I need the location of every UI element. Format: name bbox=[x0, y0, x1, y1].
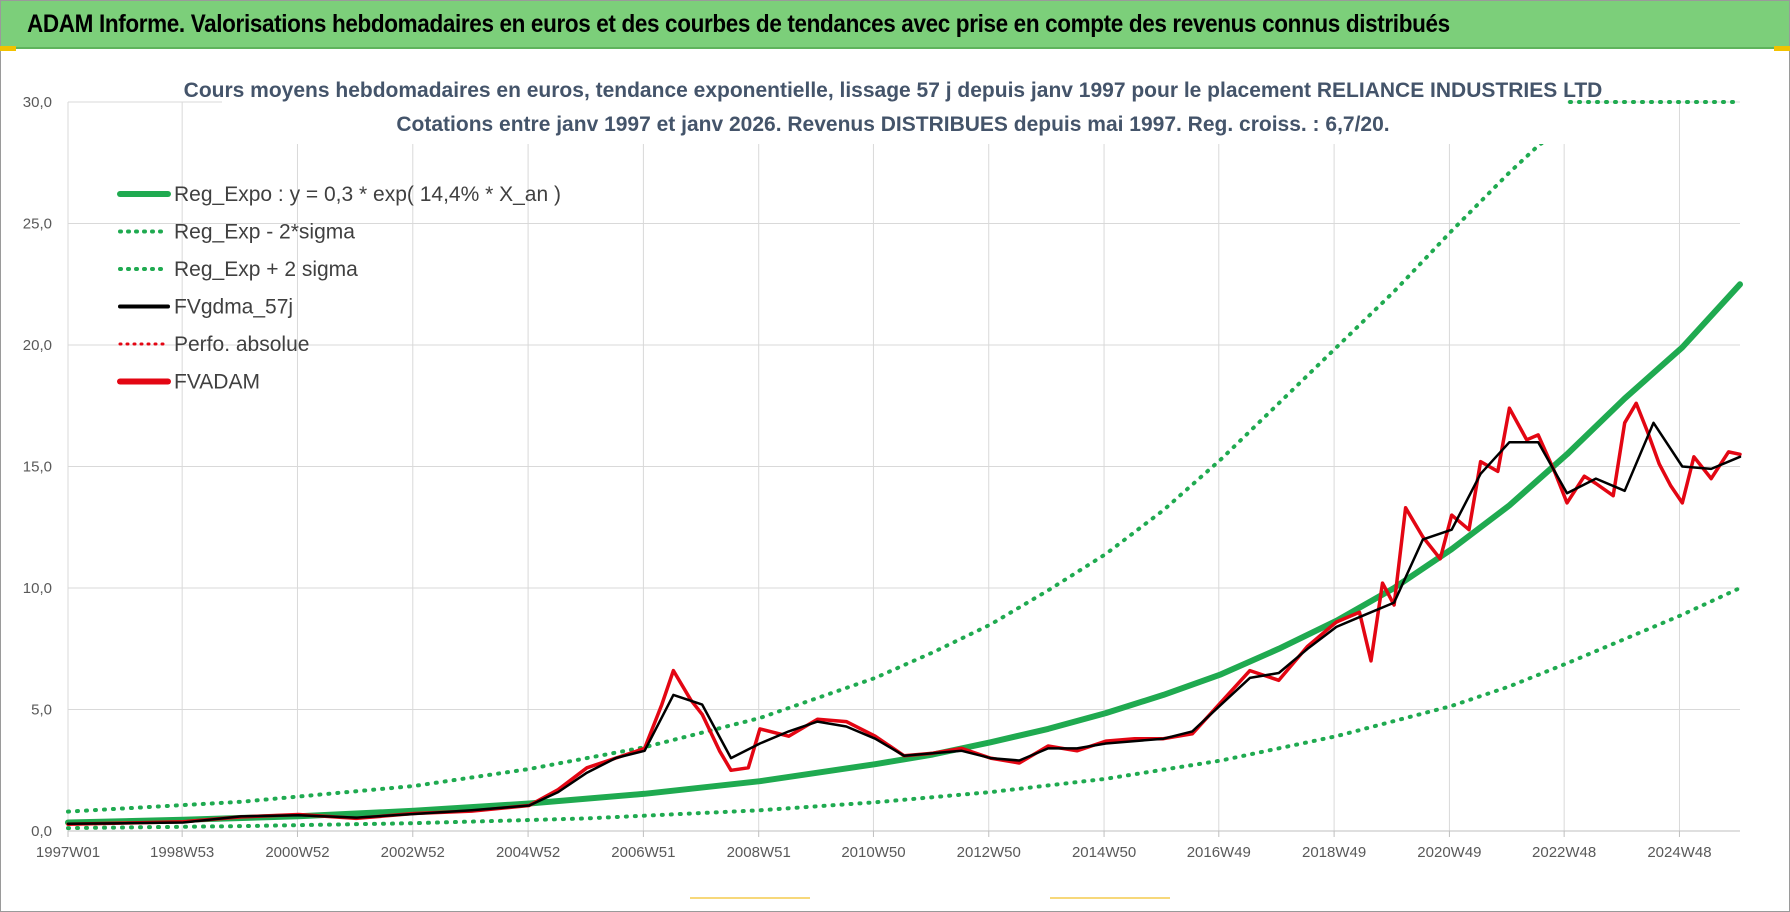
corner-mark-top-right bbox=[1774, 46, 1790, 51]
chart-title-line-1: Cours moyens hebdomadaires en euros, ten… bbox=[184, 79, 1603, 102]
chart-title-line-2: Cotations entre janv 1997 et janv 2026. … bbox=[396, 113, 1389, 136]
legend-label: Reg_Exp - 2*sigma bbox=[174, 221, 355, 244]
x-tick-label: 2010W50 bbox=[841, 844, 905, 861]
x-tick-label: 2000W52 bbox=[265, 844, 329, 861]
y-tick-label: 20,0 bbox=[23, 337, 52, 354]
corner-mark-top-left bbox=[0, 46, 16, 51]
header-banner: ADAM Informe. Valorisations hebdomadaire… bbox=[1, 1, 1789, 49]
x-tick-label: 2008W51 bbox=[727, 844, 791, 861]
x-tick-label: 2024W48 bbox=[1647, 844, 1711, 861]
x-tick-label: 2004W52 bbox=[496, 844, 560, 861]
chart-series bbox=[65, 100, 1743, 831]
y-tick-label: 0,0 bbox=[31, 823, 52, 840]
x-tick-label: 2006W51 bbox=[611, 844, 675, 861]
y-tick-label: 30,0 bbox=[23, 94, 52, 111]
y-tick-label: 15,0 bbox=[23, 459, 52, 476]
y-tick-label: 5,0 bbox=[31, 702, 52, 719]
legend-label: Perfo. absolue bbox=[174, 333, 309, 356]
bottom-mark-1 bbox=[690, 897, 810, 899]
series-reg-expo bbox=[65, 281, 1743, 826]
legend-label: Reg_Exp + 2 sigma bbox=[174, 258, 358, 281]
chart-legend: Reg_Expo : y = 0,3 * exp( 14,4% * X_an )… bbox=[117, 183, 561, 394]
series-fvgdma-57j bbox=[66, 421, 1742, 825]
x-tick-label: 2018W49 bbox=[1302, 844, 1366, 861]
page-title: ADAM Informe. Valorisations hebdomadaire… bbox=[27, 10, 1450, 38]
x-tick-label: 2014W50 bbox=[1072, 844, 1136, 861]
x-tick-label: 2002W52 bbox=[381, 844, 445, 861]
y-tick-label: 10,0 bbox=[23, 580, 52, 597]
bottom-mark-2 bbox=[1050, 897, 1170, 899]
legend-label: Reg_Expo : y = 0,3 * exp( 14,4% * X_an ) bbox=[174, 183, 561, 206]
axis-ticks: 0,0 5,0 10,0 15,0 20,0 25,0 30,0 1997W01 1998W53… bbox=[23, 94, 1712, 861]
x-tick-label: 1998W53 bbox=[150, 844, 214, 861]
x-tick-label: 2020W49 bbox=[1417, 844, 1481, 861]
x-tick-label: 2012W50 bbox=[957, 844, 1021, 861]
x-tick-label: 2016W49 bbox=[1187, 844, 1251, 861]
legend-label: FVADAM bbox=[174, 371, 260, 394]
series-reg-exp-minus-2sigma bbox=[66, 586, 1742, 831]
chart-grid bbox=[67, 101, 1740, 837]
x-tick-label: 1997W01 bbox=[36, 844, 100, 861]
chart-title-background bbox=[222, 74, 1567, 144]
legend-label: FVgdma_57j bbox=[174, 296, 293, 319]
y-tick-label: 25,0 bbox=[23, 216, 52, 233]
x-tick-label: 2022W48 bbox=[1532, 844, 1596, 861]
